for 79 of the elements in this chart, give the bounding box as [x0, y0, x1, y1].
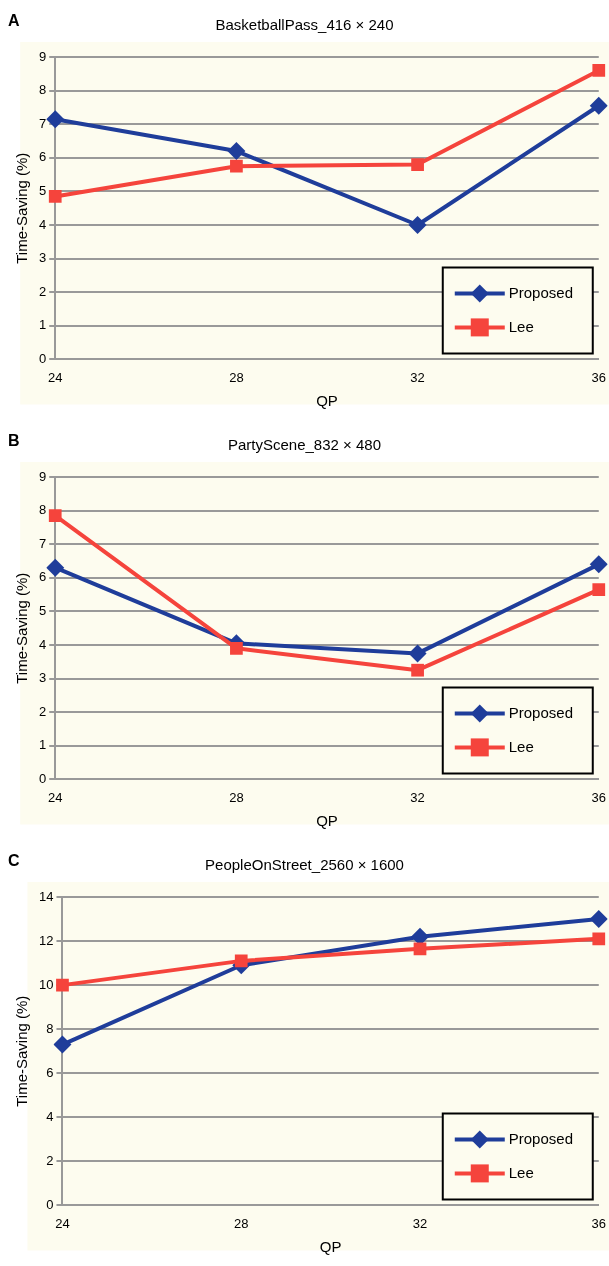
x-tick-label: 28 — [229, 789, 244, 805]
chart-title: PartyScene_832 × 480 — [227, 436, 382, 454]
y-tick-label: 4 — [39, 636, 47, 652]
chart-title: PeopleOnStreet_2560 × 1600 — [205, 856, 404, 874]
x-tick-label: 36 — [591, 1215, 606, 1231]
point — [234, 954, 248, 968]
y-tick-label: 4 — [46, 1108, 54, 1124]
legend-label: Lee — [508, 317, 534, 335]
x-axis-title: QP — [316, 812, 338, 830]
y-tick-label: 6 — [46, 1064, 54, 1080]
point — [592, 932, 606, 946]
y-tick-label: 14 — [38, 888, 54, 904]
point — [408, 216, 427, 234]
point — [413, 942, 427, 956]
y-tick-label: 4 — [39, 216, 47, 232]
y-tick-label: 8 — [39, 82, 47, 98]
legend-label: Proposed — [508, 283, 573, 301]
point — [227, 142, 246, 161]
legend-label: Proposed — [508, 1129, 573, 1147]
x-tick-label: 24 — [55, 1215, 70, 1231]
y-tick-label: 8 — [39, 502, 47, 518]
y-axis-title: Time-Saving (%) — [13, 995, 31, 1107]
point — [589, 96, 608, 115]
text: A — [8, 12, 20, 30]
x-tick-label: 28 — [234, 1215, 249, 1231]
point — [46, 558, 65, 577]
y-tick-label: 2 — [39, 703, 47, 719]
y-tick-label: 6 — [39, 149, 47, 165]
legend-label: Proposed — [508, 703, 573, 721]
y-axis-title: Time-Saving (%) — [13, 152, 31, 264]
point — [48, 190, 62, 203]
y-tick-label: 5 — [39, 182, 47, 198]
y-tick-label: 5 — [39, 602, 47, 618]
y-tick-label: 6 — [39, 569, 47, 585]
point — [48, 509, 62, 522]
point — [230, 642, 243, 655]
y-tick-label: 3 — [39, 670, 47, 686]
y-tick-label: 2 — [46, 1152, 54, 1168]
point — [592, 583, 606, 596]
y-axis-title: Time-Saving (%) — [13, 572, 31, 684]
y-tick-label: 1 — [39, 317, 47, 333]
y-tick-label: 8 — [46, 1020, 54, 1036]
y-tick-label: 2 — [39, 283, 47, 299]
point — [408, 644, 427, 663]
point — [46, 110, 65, 129]
y-tick-label: 3 — [39, 250, 47, 266]
x-tick-label: 32 — [410, 789, 425, 805]
x-axis-title: QP — [316, 392, 338, 410]
y-tick-label: 10 — [38, 976, 54, 992]
y-tick-label: 7 — [39, 535, 47, 551]
y-tick-label: 0 — [39, 770, 47, 786]
legend-label: Lee — [508, 1163, 534, 1181]
legend-label: Lee — [508, 737, 534, 755]
x-tick-label: 32 — [410, 369, 425, 385]
point — [589, 910, 608, 929]
point — [411, 158, 424, 171]
y-tick-label: 12 — [38, 932, 54, 948]
y-tick-label: 0 — [39, 350, 47, 366]
point — [230, 159, 243, 173]
y-tick-label: 9 — [39, 468, 47, 484]
x-tick-label: 24 — [48, 789, 63, 805]
text: C — [8, 852, 20, 870]
x-tick-label: 32 — [412, 1215, 428, 1231]
point — [53, 1035, 72, 1054]
point — [589, 555, 608, 574]
x-tick-label: 36 — [591, 789, 606, 805]
y-tick-label: 7 — [39, 115, 47, 131]
x-tick-label: 24 — [48, 369, 63, 385]
text: B — [8, 432, 20, 450]
y-tick-label: 1 — [39, 737, 47, 753]
x-axis-title: QP — [319, 1238, 342, 1256]
y-tick-label: 0 — [46, 1196, 54, 1212]
y-tick-label: 9 — [39, 48, 47, 64]
chart-title: BasketballPass_416 × 240 — [215, 16, 394, 34]
point — [56, 978, 69, 992]
point — [411, 663, 424, 677]
x-tick-label: 28 — [229, 369, 244, 385]
x-tick-label: 36 — [591, 369, 606, 385]
point — [592, 64, 606, 77]
